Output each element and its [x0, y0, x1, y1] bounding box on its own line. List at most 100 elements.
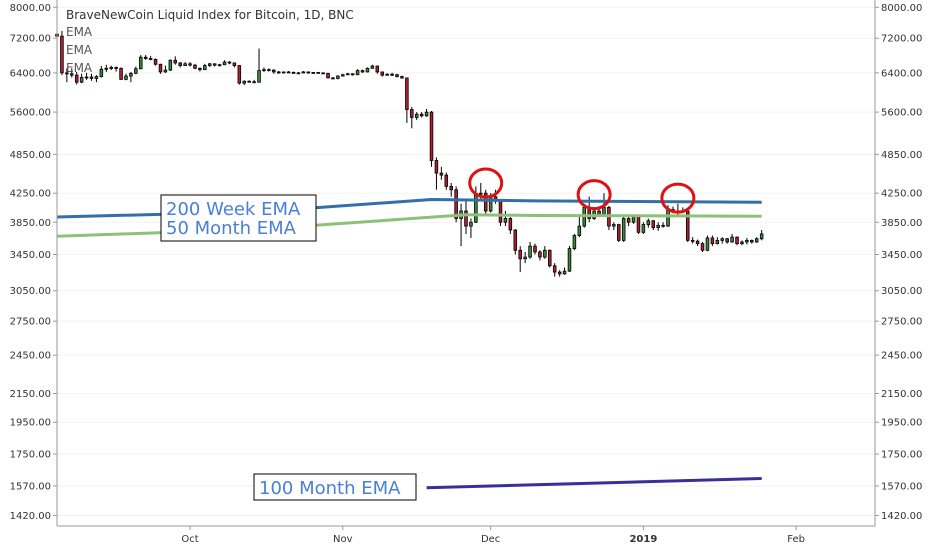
candle-body-up — [262, 69, 266, 72]
y-tick-label-right: 1570.00 — [881, 481, 922, 492]
candle — [350, 73, 355, 76]
y-tick-label-left: 1420.00 — [10, 511, 51, 522]
y-tick-label-right: 7200.00 — [881, 34, 922, 45]
highlight-circle — [660, 182, 696, 214]
candle-body-up — [469, 221, 473, 227]
candle-body-up — [139, 56, 143, 70]
candle-body-up — [474, 192, 478, 223]
candle-body-down — [360, 70, 365, 73]
candle-body-down — [710, 237, 715, 245]
candle-body-up — [203, 65, 207, 71]
candle — [513, 229, 518, 255]
candle — [296, 71, 301, 75]
y-tick-label-left: 2750.00 — [10, 317, 51, 328]
candle-body-up — [79, 77, 84, 83]
candle — [621, 214, 626, 242]
ema-annotation-box-top: 200 Week EMA 50 Month EMA — [160, 194, 317, 242]
candle-body-up — [129, 72, 133, 77]
candle-body-down — [626, 218, 631, 223]
candle-body-down — [449, 185, 453, 191]
candle-body-up — [666, 209, 670, 227]
candle — [198, 67, 202, 72]
candle-body-up — [124, 75, 128, 80]
candle — [143, 55, 148, 60]
candle-body-up — [754, 238, 759, 243]
candle-body-up — [296, 72, 301, 75]
candle — [523, 251, 527, 264]
candle — [153, 58, 158, 66]
candle-body-up — [528, 245, 532, 258]
legend-ema-3: EMA — [66, 61, 93, 75]
legend-ema-2: EMA — [66, 43, 93, 57]
candle — [84, 72, 89, 80]
candle — [725, 237, 729, 244]
annotation-200-week-ema: 200 Week EMA — [166, 199, 301, 220]
candle-body-up — [745, 239, 749, 243]
candle-body-down — [158, 63, 163, 73]
candle — [390, 72, 394, 77]
candle — [301, 71, 306, 74]
candle-body-up — [163, 69, 168, 73]
candle — [178, 62, 182, 68]
candle-body-down — [232, 62, 237, 66]
candle — [355, 69, 360, 76]
candle-body-down — [252, 81, 256, 84]
candle-body-down — [498, 199, 503, 223]
candle-body-up — [740, 241, 744, 245]
candle-body-down — [518, 249, 522, 260]
candle — [193, 63, 197, 70]
candle — [750, 239, 754, 244]
y-tick-label-left: 2150.00 — [10, 389, 51, 400]
y-tick-label-right: 2450.00 — [881, 351, 922, 362]
y-tick-label-right: 5600.00 — [881, 108, 922, 119]
candle-body-up — [730, 236, 734, 243]
candle — [533, 243, 537, 255]
candle — [316, 71, 320, 74]
candle — [208, 62, 212, 67]
candle — [341, 73, 345, 77]
candle — [212, 63, 217, 67]
candle — [552, 263, 557, 277]
candle-body-up — [134, 68, 138, 74]
candle-body-up — [646, 220, 651, 225]
candle-body-down — [119, 67, 123, 80]
candle-body-down — [750, 239, 754, 243]
candle-body-up — [183, 63, 187, 66]
candle — [65, 68, 69, 83]
candle-body-down — [65, 72, 69, 75]
candle-body-down — [198, 67, 202, 71]
candle — [424, 108, 429, 117]
candle — [720, 237, 724, 244]
candle — [700, 241, 705, 252]
candle — [419, 112, 424, 118]
candle-body-up — [301, 71, 306, 74]
candle — [429, 111, 434, 167]
candle — [252, 79, 256, 84]
candle — [410, 106, 414, 129]
candle — [360, 69, 365, 73]
y-tick-label-right: 3850.00 — [881, 218, 922, 229]
y-tick-label-left: 6400.00 — [10, 68, 51, 79]
right-y-axis-ticks: 8000.00 7200.00 6400.00 5600.00 4850.00 4250.… — [875, 3, 922, 522]
candle — [79, 73, 84, 84]
candle — [449, 183, 453, 197]
candle — [528, 241, 532, 259]
candle — [641, 222, 646, 234]
y-tick-label-left: 3050.00 — [10, 286, 51, 297]
x-tick-label: Nov — [333, 534, 353, 545]
y-tick-label-left: 4850.00 — [10, 150, 51, 161]
candle-body-up — [621, 218, 626, 241]
candle-body-down — [439, 172, 444, 176]
candle-body-up — [641, 224, 646, 233]
candle-body-down — [276, 71, 281, 74]
candle-body-up — [523, 256, 527, 260]
candle — [434, 157, 439, 190]
candle-body-up — [109, 66, 113, 69]
candle-body-down — [237, 65, 242, 84]
candle-body-down — [178, 62, 182, 66]
candle-body-down — [326, 72, 330, 79]
candle — [607, 205, 611, 230]
candle — [222, 60, 227, 66]
candle — [380, 71, 384, 77]
